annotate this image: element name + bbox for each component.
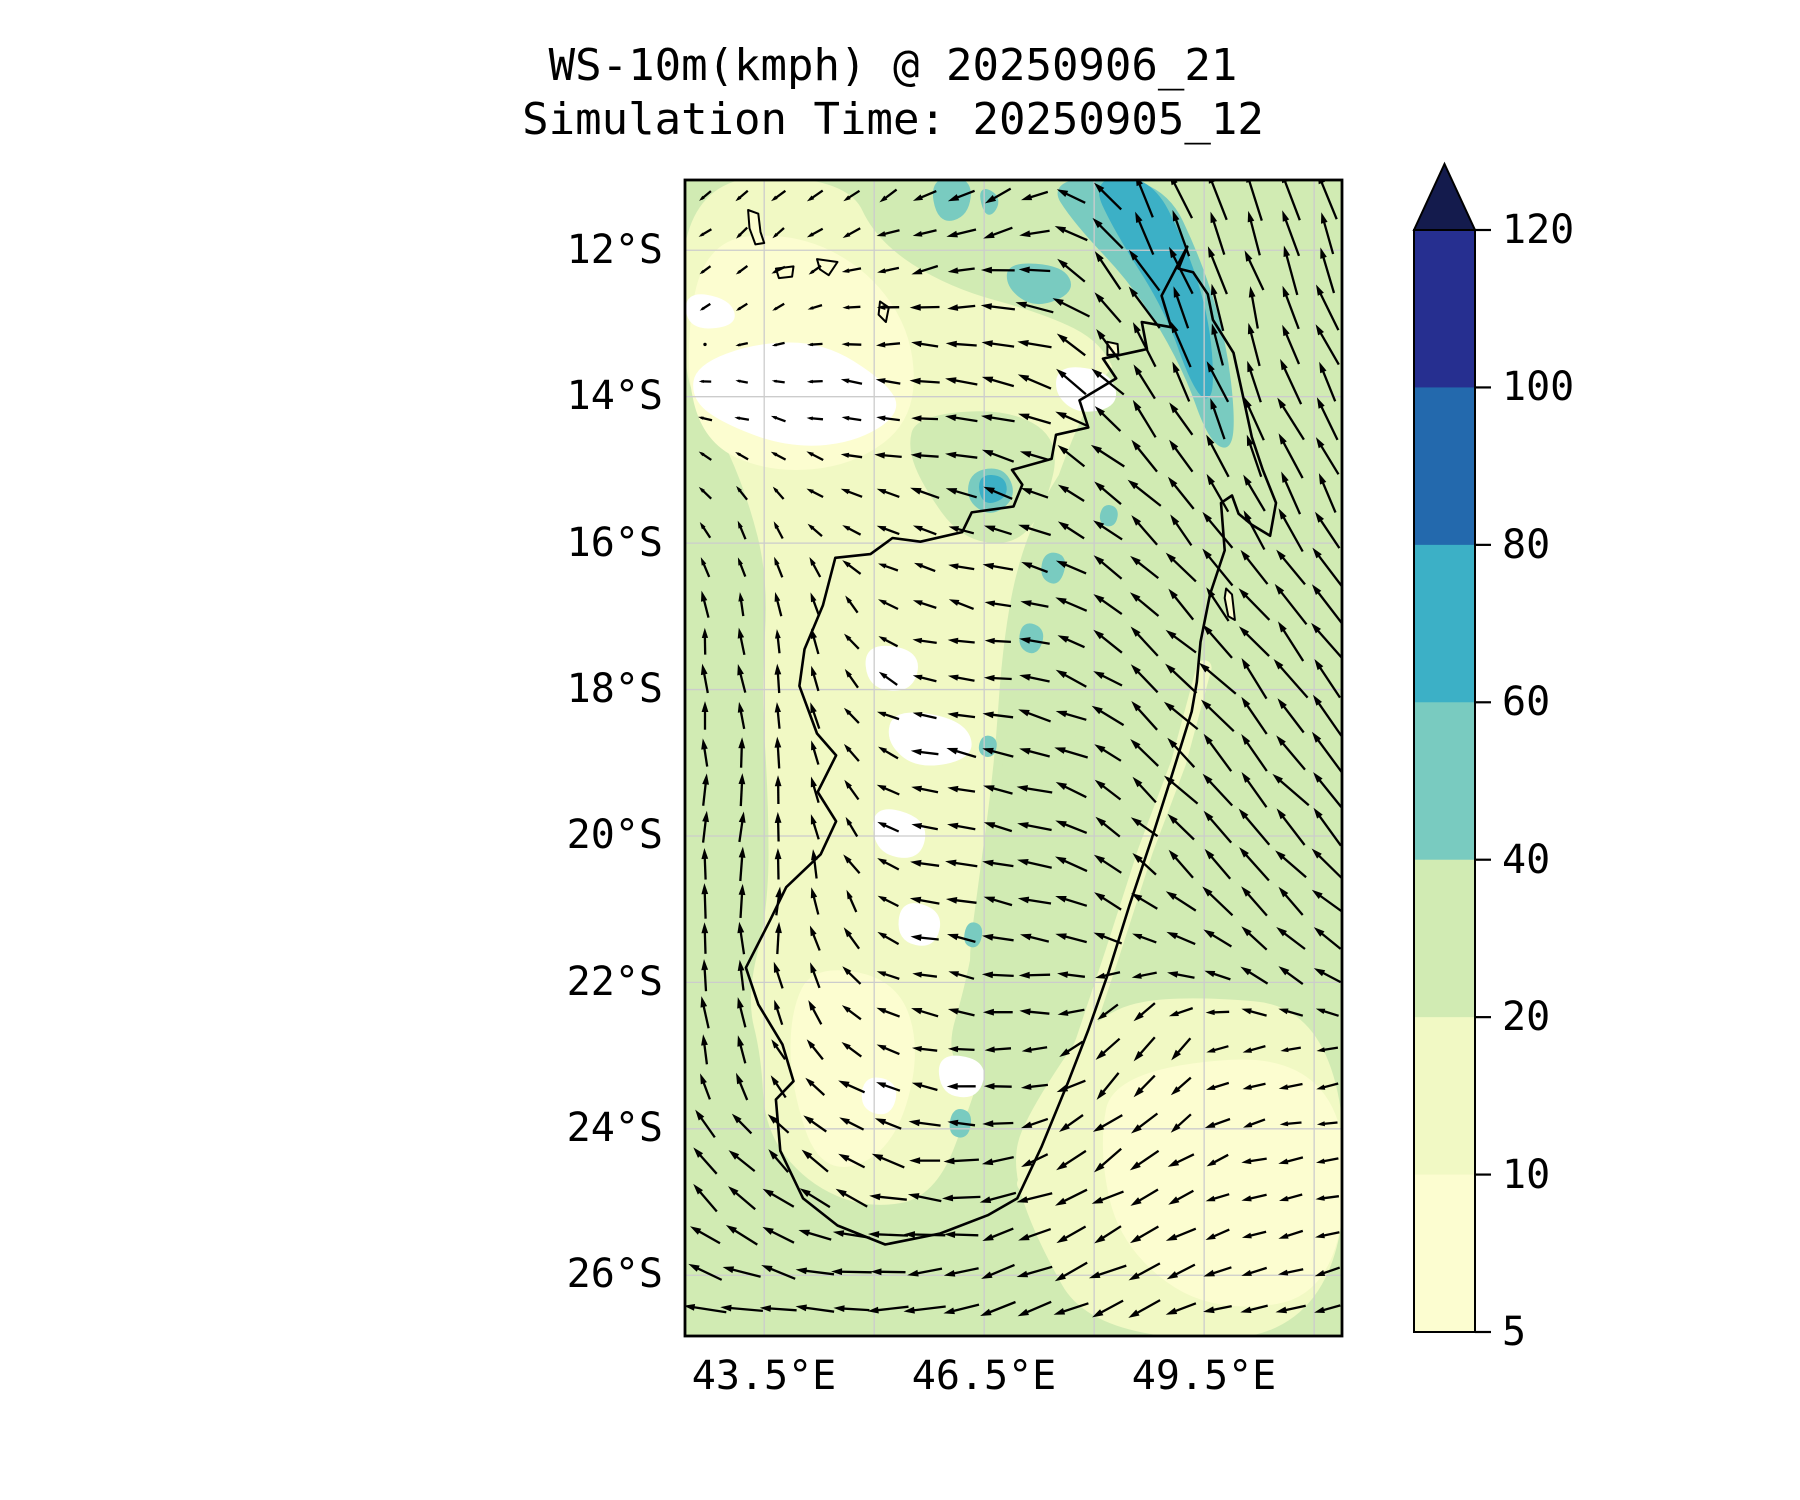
plot-title-line1: WS-10m(kmph) @ 20250906_21 [548,40,1238,91]
longitude-tick-label: 43.5°E [691,1353,837,1399]
island-ile-sainte-marie [1223,587,1236,621]
map-axes [685,180,1342,1336]
latitude-tick-label: 20°S [566,812,663,858]
colorbar-tick-label: 20 [1502,994,1551,1040]
colorbar-tick-label: 120 [1502,207,1575,253]
latitude-tick-label: 22°S [566,959,663,1005]
colorbar-tick-label: 60 [1502,679,1551,725]
colorbar-tick-label: 40 [1502,837,1551,883]
latitude-tick-label: 14°S [566,373,663,419]
contour-layer [685,180,1342,1336]
island-nosy-be [1106,340,1120,356]
colorbar-tick-label: 5 [1502,1309,1527,1355]
latitude-tick-label: 24°S [566,1105,663,1151]
colorbar-tick-label: 10 [1502,1152,1551,1198]
longitude-tick-label: 49.5°E [1131,1353,1277,1399]
colorbar-tick-label: 100 [1502,364,1575,410]
coastline [744,209,1278,1246]
latitude-tick-label: 18°S [566,666,663,712]
island-grande-comore [747,209,766,246]
grid-layer [685,180,1342,1336]
colorbar-tick-label: 80 [1502,522,1551,568]
colorbar [1412,161,1491,1334]
plot-title-line2: Simulation Time: 20250905_12 [522,94,1264,145]
latitude-tick-label: 12°S [566,227,663,273]
axes-border [683,178,1344,1338]
longitude-tick-label: 46.5°E [911,1353,1057,1399]
colorbar-extend-triangle [1412,161,1477,231]
latitude-tick-label: 26°S [566,1251,663,1297]
quiver-layer [685,180,1342,1318]
latitude-tick-label: 16°S [566,520,663,566]
